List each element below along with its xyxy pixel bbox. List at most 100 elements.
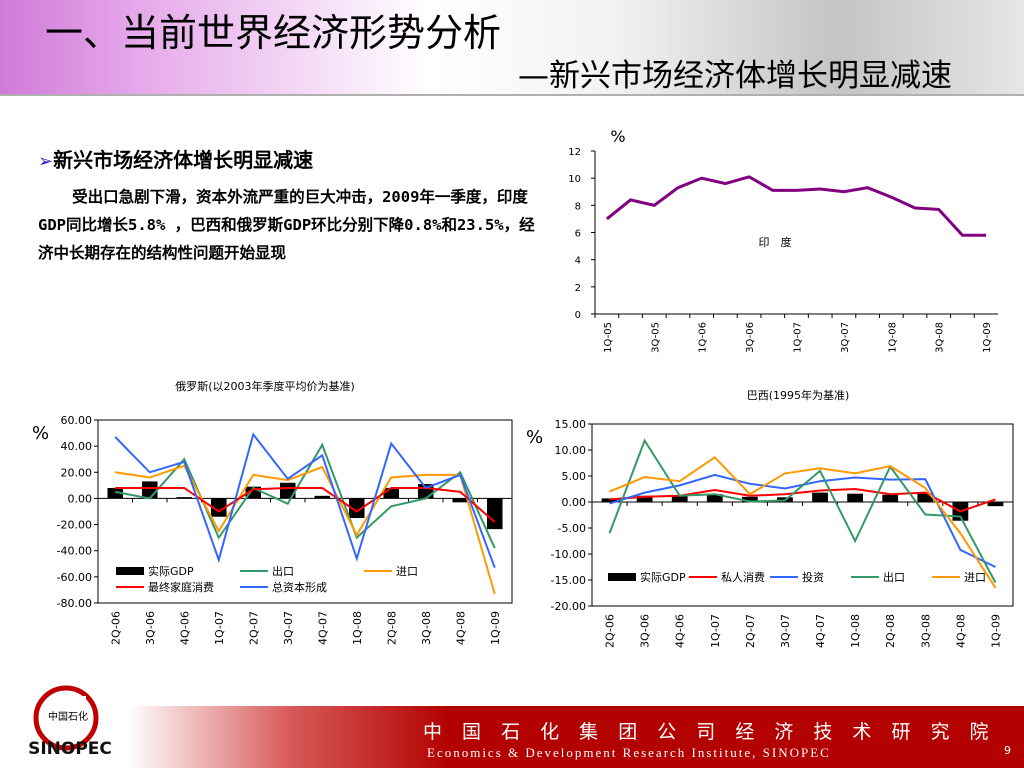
russia-gdp-bar xyxy=(348,498,365,519)
undefined-y-tick-label: 5.00 xyxy=(562,470,587,483)
india-x-tick-label: 1Q-09 xyxy=(982,322,993,353)
undefined-chart-title: 巴西(1995年为基准) xyxy=(747,388,850,402)
undefined-x-tick-label: 2Q-08 xyxy=(884,614,897,648)
india-x-tick-label: 1Q-05 xyxy=(603,322,614,353)
undefined-gdp-bar xyxy=(987,502,1004,507)
russia-legend-swatch xyxy=(116,567,144,575)
footer-org-en: Economics & Development Research Institu… xyxy=(427,745,831,760)
bullet-arrow-icon: ➢ xyxy=(38,151,54,172)
russia-x-tick-label: 2Q-08 xyxy=(385,611,398,645)
undefined-series-line-1 xyxy=(609,487,996,513)
india-y-tick-label: 12 xyxy=(568,147,581,158)
undefined-x-tick-label: 1Q-09 xyxy=(989,614,1002,648)
russia-gdp-bar xyxy=(452,498,469,503)
russia-gdp-bar xyxy=(486,498,503,530)
undefined-y-tick-label: -5.00 xyxy=(558,522,586,535)
undefined-legend-label: 私人消费 xyxy=(721,570,765,584)
russia-legend-label: 总资本形成 xyxy=(272,580,327,594)
undefined-y-tick-label: -10.00 xyxy=(551,548,586,561)
russia-x-tick-label: 3Q-08 xyxy=(420,611,433,645)
russia-plot-area xyxy=(97,419,513,604)
undefined-gdp-bar xyxy=(917,493,934,502)
undefined-series-line-4 xyxy=(609,455,997,589)
undefined-x-tick-label: 2Q-06 xyxy=(604,614,617,648)
russia-gdp-chart: 俄罗斯(以2003年季度平均价为基准)% 60.00 40.00 20.00 0.00 -… xyxy=(32,379,513,645)
undefined-x-tick-label: 1Q-07 xyxy=(709,614,722,648)
russia-x-tick-label: 4Q-08 xyxy=(454,611,467,645)
russia-gdp-bar xyxy=(314,495,331,499)
sinopec-logo: 中国石化 SINOPEC xyxy=(28,685,112,759)
india-gdp-line xyxy=(605,175,987,237)
undefined-gdp-bar xyxy=(847,493,864,502)
undefined-x-tick-label: 3Q-06 xyxy=(639,614,652,648)
undefined-y-tick-label: 15.00 xyxy=(555,418,587,431)
undefined-gdp-bar xyxy=(706,494,723,502)
russia-y-tick-label: -40.00 xyxy=(57,545,92,558)
russia-y-tick-label: -60.00 xyxy=(57,571,92,584)
russia-x-tick-label: 4Q-07 xyxy=(316,611,329,645)
undefined-x-tick-label: 4Q-06 xyxy=(674,614,687,648)
undefined-legend-label: 出口 xyxy=(883,570,905,584)
india-x-tick-label: 3Q-05 xyxy=(650,322,661,353)
russia-y-tick-label: -20.00 xyxy=(57,519,92,532)
bullet-heading-text: 新兴市场经济体增长明显减速 xyxy=(53,148,314,172)
russia-series-line-4 xyxy=(114,432,496,569)
india-x-tick-label: 1Q-06 xyxy=(698,322,709,353)
undefined-plot-area xyxy=(591,423,1014,607)
russia-legend-label: 最终家庭消费 xyxy=(148,580,214,594)
india-y-tick-label: 4 xyxy=(575,256,581,267)
undefined-gdp-bar xyxy=(882,494,899,502)
undefined-legend-label: 实际GDP xyxy=(640,570,686,584)
russia-x-tick-label: 4Q-06 xyxy=(178,611,191,645)
india-x-tick-label: 3Q-07 xyxy=(840,322,851,353)
russia-x-tick-label: 2Q-06 xyxy=(109,611,122,645)
russia-gdp-bar xyxy=(107,487,124,499)
undefined-x-tick-label: 4Q-07 xyxy=(814,614,827,648)
russia-series-line-2 xyxy=(115,464,496,595)
undefined-y-tick-label: 10.00 xyxy=(555,444,587,457)
russia-chart-title: 俄罗斯(以2003年季度平均价为基准) xyxy=(175,379,355,393)
undefined-series-line-2 xyxy=(609,473,996,568)
footer-band xyxy=(128,706,1024,768)
page-subtitle: —新兴市场经济体增长明显减速 xyxy=(518,58,952,94)
russia-unit-label: % xyxy=(32,423,49,444)
undefined-x-tick-label: 2Q-07 xyxy=(744,614,757,648)
russia-gdp-bar xyxy=(141,481,158,499)
india-x-tick-label: 1Q-07 xyxy=(793,322,804,353)
russia-gdp-bar xyxy=(245,486,262,499)
undefined-gdp-bar xyxy=(741,496,758,502)
undefined-gdp-bar xyxy=(671,495,688,502)
russia-y-tick-label: 40.00 xyxy=(61,440,93,453)
russia-gdp-bar xyxy=(279,482,296,499)
india-y-tick-label: 2 xyxy=(575,283,581,294)
india-y-tick-label: 6 xyxy=(575,229,581,240)
russia-legend-label: 实际GDP xyxy=(148,564,194,578)
undefined-x-tick-label: 4Q-08 xyxy=(954,614,967,648)
undefined-unit-label: % xyxy=(526,427,543,448)
india-annotation: 印 度 xyxy=(759,235,792,249)
russia-y-tick-label: -80.00 xyxy=(57,597,92,610)
india-y-tick-label: 10 xyxy=(568,174,581,185)
russia-gdp-bar xyxy=(210,498,227,517)
page-number: 9 xyxy=(1004,744,1011,757)
india-unit-label: % xyxy=(610,127,625,146)
page-title: 一、当前世界经济形势分析 xyxy=(45,11,502,55)
body-paragraph: 受出口急剧下滑，资本外流严重的巨大冲击，2009年一季度，印度GDP同比增长5.… xyxy=(38,188,535,262)
india-x-tick-label: 3Q-06 xyxy=(745,322,756,353)
russia-y-tick-label: 0.00 xyxy=(68,492,93,505)
undefined-legend-label: 进口 xyxy=(964,571,986,584)
russia-x-tick-label: 1Q-08 xyxy=(351,611,364,645)
russia-x-tick-label: 3Q-06 xyxy=(144,611,157,645)
india-x-tick-label: 3Q-08 xyxy=(935,322,946,353)
logo-cn-text: 中国石化 xyxy=(48,710,88,723)
russia-legend-label: 出口 xyxy=(272,564,294,578)
russia-x-tick-label: 3Q-07 xyxy=(282,611,295,645)
russia-x-tick-label: 1Q-07 xyxy=(213,611,226,645)
header-banner: 一、当前世界经济形势分析 —新兴市场经济体增长明显减速 xyxy=(0,0,1024,96)
undefined-legend-label: 投资 xyxy=(802,570,824,584)
undefined-series-line-3 xyxy=(608,438,997,584)
russia-series-line-3 xyxy=(115,486,496,523)
russia-y-tick-label: 20.00 xyxy=(61,466,93,479)
india-y-tick-label: 0 xyxy=(575,310,581,321)
india-x-tick-label: 1Q-08 xyxy=(887,322,898,353)
